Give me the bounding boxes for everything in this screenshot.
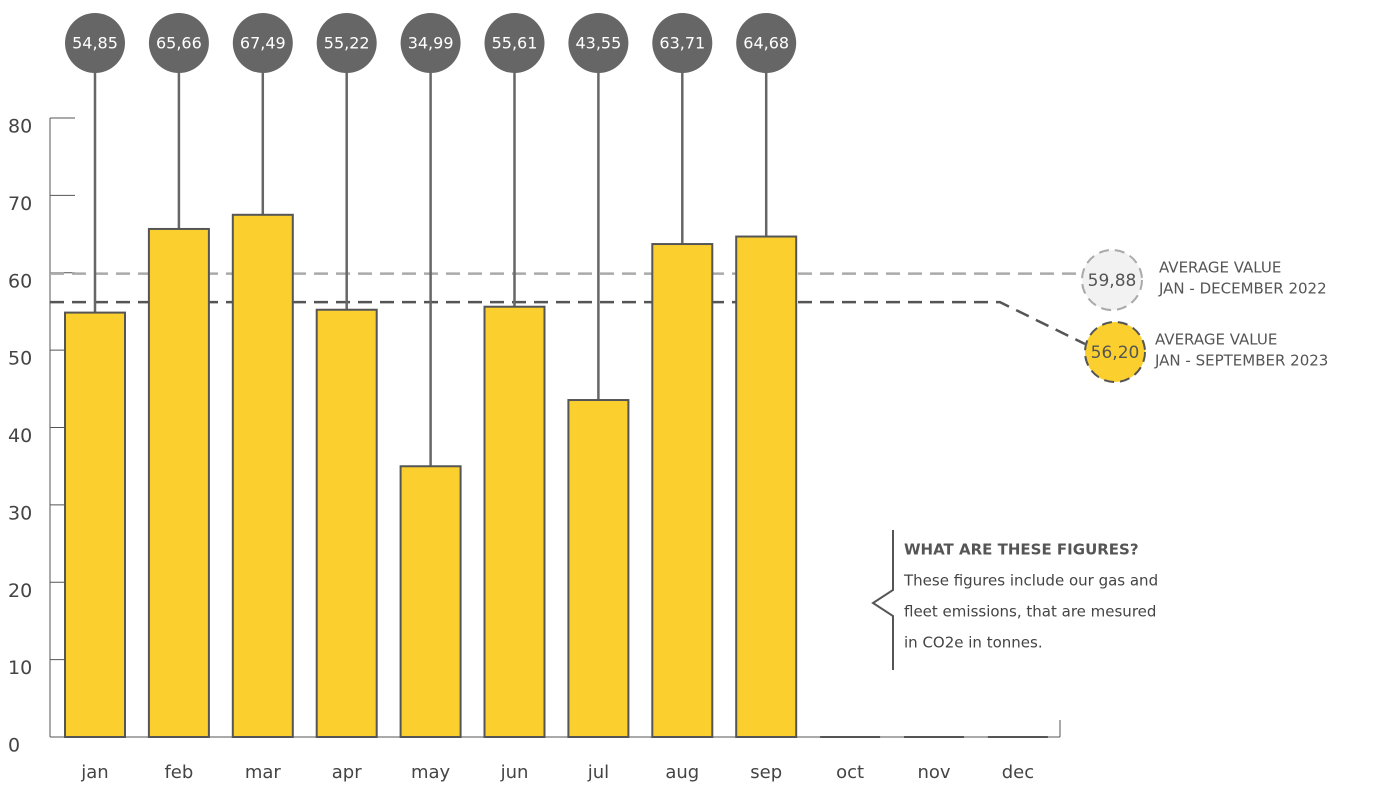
value-bubble xyxy=(316,13,377,73)
value-bubble xyxy=(652,13,713,73)
annotation-text: fleet emissions, that are mesured xyxy=(904,603,1156,621)
x-tick-label: jun xyxy=(500,762,529,783)
x-tick-label: feb xyxy=(164,762,193,783)
value-label: 54,85 xyxy=(72,34,118,53)
x-tick-label: sep xyxy=(750,762,782,783)
x-tick-label: jul xyxy=(587,762,609,783)
annotation-title: WHAT ARE THESE FIGURES? xyxy=(904,541,1139,559)
y-tick-label: 40 xyxy=(8,425,32,447)
average-bubble xyxy=(1084,321,1146,383)
value-label: 64,68 xyxy=(743,34,789,53)
value-label: 55,22 xyxy=(324,34,370,53)
annotation-text: in CO2e in tonnes. xyxy=(904,634,1043,652)
bar xyxy=(315,308,378,738)
average-label: 59,88 xyxy=(1088,271,1137,291)
value-bubble xyxy=(568,13,629,73)
bar xyxy=(735,235,798,738)
average-text: AVERAGE VALUE xyxy=(1155,331,1277,349)
x-tick-label: apr xyxy=(332,762,362,783)
value-bubble xyxy=(400,13,461,73)
y-tick-label: 70 xyxy=(8,193,32,215)
average-line xyxy=(50,300,1086,346)
value-bubble xyxy=(232,13,293,73)
x-tick-label: aug xyxy=(665,762,699,783)
average-text: JAN - SEPTEMBER 2023 xyxy=(1154,352,1328,370)
average-text: AVERAGE VALUE xyxy=(1159,259,1281,277)
x-tick-label: dec xyxy=(1002,762,1034,783)
y-tick-label: 60 xyxy=(8,270,32,292)
value-bubble xyxy=(484,13,545,73)
value-label: 65,66 xyxy=(156,34,202,53)
value-label: 34,99 xyxy=(408,34,454,53)
annotation-bracket xyxy=(871,530,894,670)
x-tick-label: mar xyxy=(245,762,282,783)
x-tick-label: may xyxy=(411,762,451,783)
bar xyxy=(399,465,462,738)
value-bubble xyxy=(736,13,797,73)
x-tick-label: nov xyxy=(917,762,950,783)
bar xyxy=(651,243,714,738)
value-label: 43,55 xyxy=(575,34,621,53)
value-bubble xyxy=(148,13,209,73)
y-tick-label: 10 xyxy=(8,657,32,679)
y-tick-label: 50 xyxy=(8,348,32,370)
y-tick-label: 80 xyxy=(8,116,32,138)
value-bubble xyxy=(65,13,125,73)
bar xyxy=(147,227,210,738)
y-tick-label: 20 xyxy=(8,580,32,602)
y-tick-label: 0 xyxy=(8,735,20,757)
x-tick-label: oct xyxy=(836,762,864,783)
value-label: 67,49 xyxy=(240,34,286,53)
y-tick-label: 30 xyxy=(8,502,32,524)
bar xyxy=(567,399,630,738)
value-label: 55,61 xyxy=(492,34,538,53)
average-label: 56,20 xyxy=(1091,343,1140,363)
average-text: JAN - DECEMBER 2022 xyxy=(1158,280,1327,298)
bar xyxy=(64,311,126,738)
bar xyxy=(231,213,294,738)
average-bubble xyxy=(1081,249,1143,311)
x-tick-label: jan xyxy=(80,762,108,783)
bar xyxy=(483,305,546,738)
value-label: 63,71 xyxy=(659,34,705,53)
annotation-text: These figures include our gas and xyxy=(903,572,1158,590)
